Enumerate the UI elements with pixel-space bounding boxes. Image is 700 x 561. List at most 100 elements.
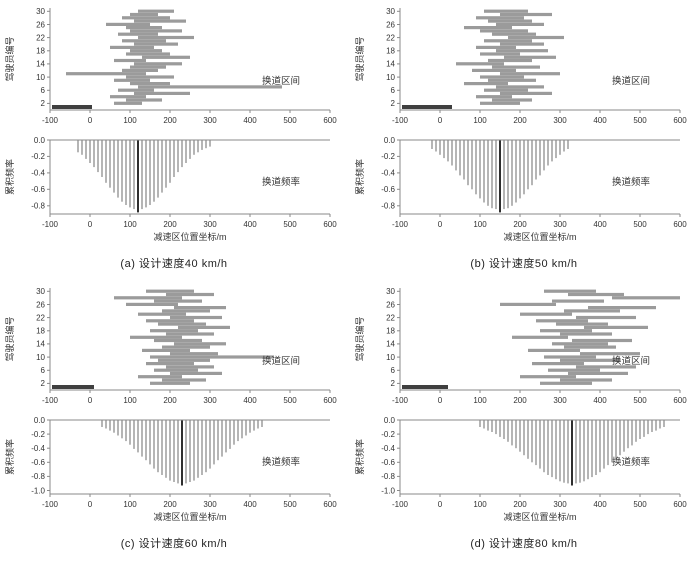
svg-text:30: 30 [386, 287, 395, 296]
svg-text:0: 0 [438, 396, 443, 405]
svg-text:10: 10 [386, 73, 395, 82]
svg-text:22: 22 [386, 33, 395, 42]
svg-text:0: 0 [88, 220, 93, 229]
svg-text:30: 30 [386, 7, 395, 16]
svg-text:-1.0: -1.0 [381, 486, 395, 495]
svg-text:0: 0 [438, 220, 443, 229]
svg-text:0.0: 0.0 [34, 416, 46, 425]
panel-b: 2 6 10 14 18 22 26 30 -100 0 100 200 300 400 500 600 驾驶员… [350, 2, 698, 280]
panel-caption-c: (c) 设计速度60 km/h [120, 538, 228, 550]
frequency-chart-b: 0.0 -0.2 -0.4 -0.6 -0.8 -100 0 100 200 300 400 500 6… [354, 136, 687, 242]
svg-text:100: 100 [123, 500, 137, 509]
svg-text:100: 100 [473, 116, 487, 125]
svg-text:100: 100 [123, 220, 137, 229]
svg-text:-0.2: -0.2 [31, 430, 45, 439]
svg-text:300: 300 [553, 116, 567, 125]
svg-text:-0.6: -0.6 [31, 458, 45, 467]
svg-text:-0.6: -0.6 [381, 185, 395, 194]
svg-text:600: 600 [673, 396, 687, 405]
svg-text:0: 0 [438, 116, 443, 125]
panel-d: 2 6 10 14 18 22 26 30 -100 0 100 200 300 400 500 600 驾驶员… [350, 282, 698, 560]
svg-text:-0.2: -0.2 [381, 152, 395, 161]
svg-text:14: 14 [386, 340, 395, 349]
svg-text:驾驶员编号: 驾驶员编号 [4, 316, 15, 361]
svg-text:500: 500 [633, 500, 647, 509]
svg-text:14: 14 [386, 60, 395, 69]
svg-text:-100: -100 [392, 116, 409, 125]
svg-text:换道频率: 换道频率 [612, 456, 651, 468]
svg-text:0.0: 0.0 [384, 136, 396, 145]
svg-text:300: 300 [553, 220, 567, 229]
svg-text:换道区间: 换道区间 [262, 355, 300, 367]
svg-text:-0.8: -0.8 [381, 472, 395, 481]
svg-text:换道区间: 换道区间 [612, 75, 650, 87]
svg-text:-0.8: -0.8 [381, 202, 395, 211]
svg-text:-100: -100 [392, 396, 409, 405]
svg-text:300: 300 [203, 116, 217, 125]
svg-text:600: 600 [323, 396, 337, 405]
svg-text:100: 100 [473, 500, 487, 509]
svg-text:18: 18 [386, 327, 395, 336]
svg-text:-0.6: -0.6 [381, 458, 395, 467]
svg-text:18: 18 [36, 327, 45, 336]
svg-text:换道频率: 换道频率 [262, 456, 301, 468]
svg-text:14: 14 [36, 60, 45, 69]
svg-text:2: 2 [391, 379, 396, 388]
svg-text:400: 400 [593, 116, 607, 125]
svg-text:22: 22 [386, 313, 395, 322]
svg-text:600: 600 [673, 116, 687, 125]
svg-text:6: 6 [391, 86, 396, 95]
svg-text:-100: -100 [42, 220, 59, 229]
frequency-chart-a: 0.0 -0.2 -0.4 -0.6 -0.8 -100 0 100 200 300 400 500 6… [4, 136, 337, 242]
svg-text:500: 500 [633, 396, 647, 405]
svg-text:100: 100 [473, 220, 487, 229]
svg-text:减速区位置坐标/m: 减速区位置坐标/m [504, 511, 577, 522]
svg-text:500: 500 [633, 220, 647, 229]
svg-text:22: 22 [36, 33, 45, 42]
svg-text:300: 300 [553, 500, 567, 509]
svg-text:-1.0: -1.0 [31, 486, 45, 495]
svg-text:500: 500 [633, 116, 647, 125]
svg-text:500: 500 [283, 116, 297, 125]
svg-text:22: 22 [36, 313, 45, 322]
svg-text:100: 100 [123, 116, 137, 125]
svg-text:400: 400 [593, 396, 607, 405]
svg-text:300: 300 [203, 396, 217, 405]
svg-text:26: 26 [386, 20, 395, 29]
svg-text:-0.8: -0.8 [31, 202, 45, 211]
svg-text:200: 200 [163, 396, 177, 405]
svg-text:500: 500 [283, 500, 297, 509]
svg-text:400: 400 [243, 220, 257, 229]
panel-caption-a: (a) 设计速度40 km/h [120, 258, 228, 270]
svg-text:26: 26 [36, 20, 45, 29]
svg-text:6: 6 [41, 86, 46, 95]
panel-caption-b: (b) 设计速度50 km/h [470, 258, 578, 270]
svg-text:200: 200 [513, 220, 527, 229]
svg-text:-0.4: -0.4 [381, 444, 395, 453]
svg-text:-0.4: -0.4 [381, 169, 395, 178]
svg-text:0: 0 [438, 500, 443, 509]
svg-text:驾驶员编号: 驾驶员编号 [4, 36, 15, 81]
svg-text:2: 2 [41, 99, 46, 108]
svg-text:200: 200 [513, 500, 527, 509]
svg-text:200: 200 [513, 116, 527, 125]
svg-text:累积频率: 累积频率 [354, 159, 365, 195]
svg-text:30: 30 [36, 287, 45, 296]
svg-text:400: 400 [243, 396, 257, 405]
svg-text:26: 26 [36, 300, 45, 309]
svg-text:200: 200 [163, 220, 177, 229]
svg-text:0.0: 0.0 [384, 416, 396, 425]
svg-text:200: 200 [163, 116, 177, 125]
svg-text:减速区位置坐标/m: 减速区位置坐标/m [154, 511, 227, 522]
svg-text:30: 30 [36, 7, 45, 16]
svg-text:驾驶员编号: 驾驶员编号 [354, 316, 365, 361]
svg-text:累积频率: 累积频率 [4, 159, 15, 195]
svg-text:10: 10 [36, 73, 45, 82]
svg-text:18: 18 [386, 47, 395, 56]
svg-text:-0.6: -0.6 [31, 185, 45, 194]
